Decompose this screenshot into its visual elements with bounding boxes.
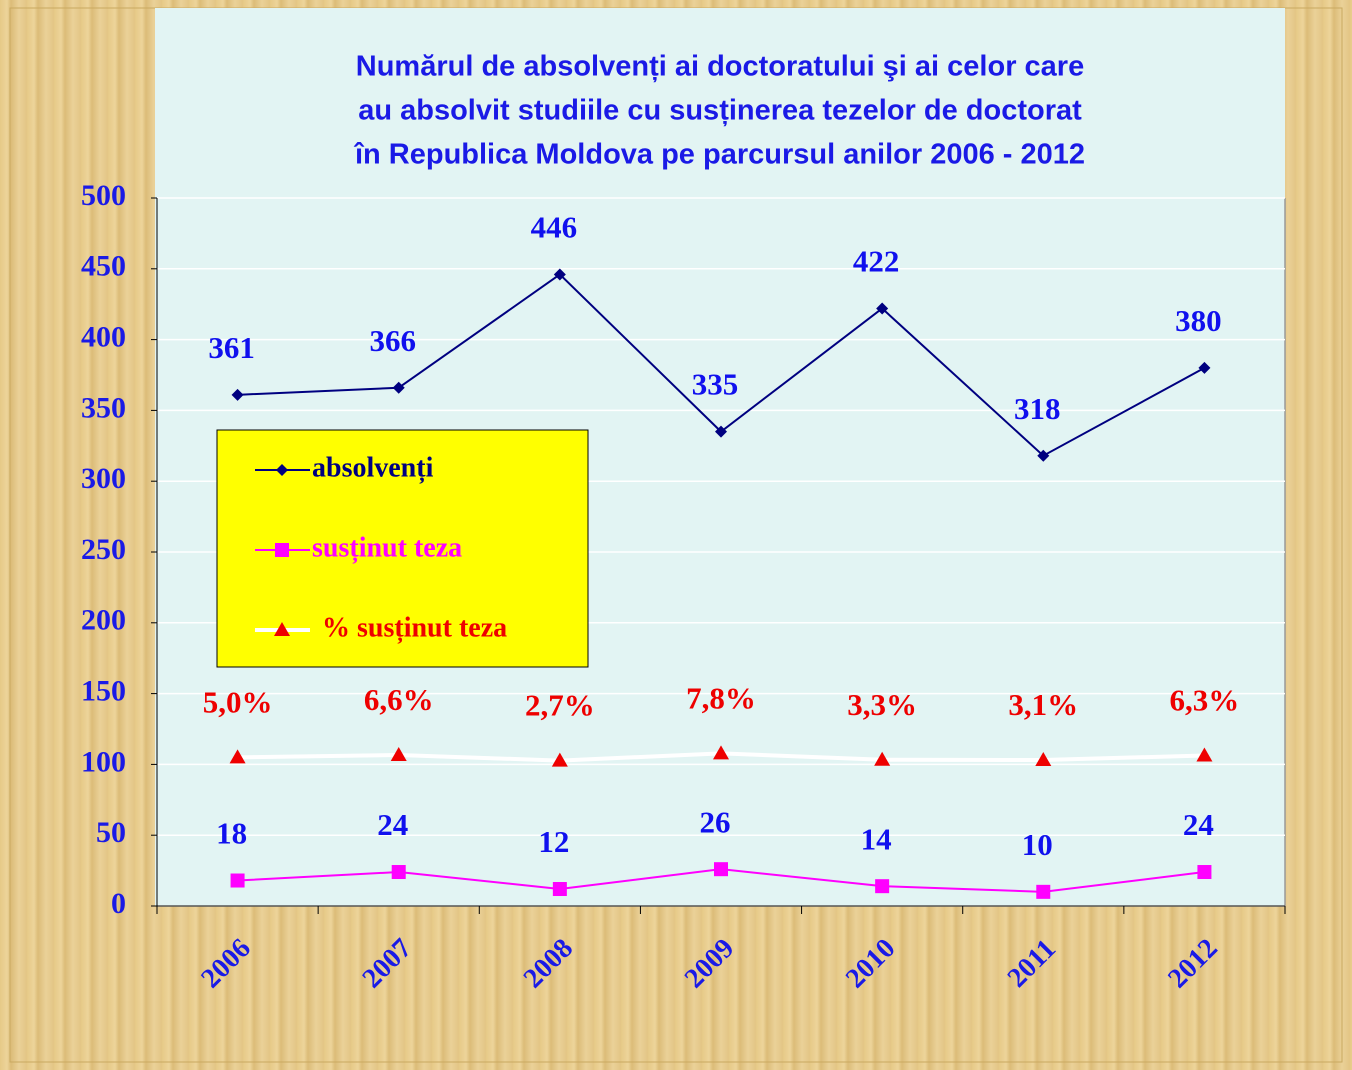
data-label: 24 xyxy=(1183,807,1214,842)
chart-title: Numărul de absolvenți ai doctoratului şi… xyxy=(356,51,1084,83)
legend-label: susținut teza xyxy=(312,532,462,563)
chart-title: au absolvit studiile cu susținerea tezel… xyxy=(358,95,1082,127)
marker xyxy=(391,865,406,880)
legend-label: absolvenți xyxy=(312,452,434,483)
marker xyxy=(553,268,566,281)
x-tick-label: 2012 xyxy=(1162,933,1224,995)
y-tick-label: 100 xyxy=(81,745,126,778)
data-label: 318 xyxy=(1014,391,1061,426)
marker xyxy=(874,751,891,766)
data-label: 335 xyxy=(692,367,739,402)
marker xyxy=(230,873,245,888)
y-tick-label: 50 xyxy=(96,816,126,849)
y-tick-label: 0 xyxy=(111,887,126,920)
marker xyxy=(1036,884,1051,899)
marker xyxy=(1198,361,1211,374)
marker xyxy=(276,464,288,476)
data-label: 26 xyxy=(700,804,731,839)
marker xyxy=(876,302,889,315)
data-label: 422 xyxy=(853,244,900,279)
x-tick-label: 2006 xyxy=(195,933,257,995)
chart-title: în Republica Moldova pe parcursul anilor… xyxy=(353,139,1085,171)
data-label: 380 xyxy=(1175,303,1222,338)
data-label: 361 xyxy=(208,330,255,365)
y-tick-label: 400 xyxy=(81,320,126,353)
y-tick-label: 450 xyxy=(81,250,126,283)
data-label: 2,7% xyxy=(525,688,595,723)
marker xyxy=(552,882,567,897)
marker xyxy=(392,381,405,394)
marker xyxy=(875,879,890,894)
data-label: 18 xyxy=(216,816,247,851)
marker xyxy=(1197,865,1212,880)
data-label: 24 xyxy=(377,807,408,842)
marker xyxy=(229,749,246,764)
legend-label: % susținut teza xyxy=(322,612,507,643)
data-label: 3,1% xyxy=(1008,687,1078,722)
data-label: 6,6% xyxy=(364,682,434,717)
data-label: 6,3% xyxy=(1170,683,1240,718)
data-label: 5,0% xyxy=(203,684,273,719)
data-label: 7,8% xyxy=(686,680,756,715)
y-tick-label: 350 xyxy=(81,391,126,424)
marker xyxy=(551,752,568,767)
data-label: 10 xyxy=(1022,827,1053,862)
y-tick-label: 150 xyxy=(81,674,126,707)
marker xyxy=(1035,752,1052,767)
y-tick-label: 300 xyxy=(81,462,126,495)
x-tick-label: 2007 xyxy=(356,933,418,995)
marker xyxy=(275,543,289,557)
marker xyxy=(715,425,727,438)
data-label: 446 xyxy=(531,210,578,245)
x-tick-label: 2009 xyxy=(679,933,741,995)
marker xyxy=(713,745,729,760)
marker xyxy=(714,862,728,877)
marker xyxy=(231,388,244,401)
x-tick-label: 2008 xyxy=(518,933,580,995)
marker xyxy=(1037,449,1050,462)
data-label: 12 xyxy=(538,824,569,859)
x-tick-label: 2011 xyxy=(1002,933,1062,993)
data-label: 366 xyxy=(369,323,416,358)
data-label: 3,3% xyxy=(847,687,917,722)
legend: absolvenți susținut teza % susținut teza xyxy=(216,429,589,668)
marker xyxy=(1196,747,1213,762)
y-tick-label: 200 xyxy=(81,604,126,637)
data-label: 14 xyxy=(861,821,892,856)
y-tick-label: 250 xyxy=(81,533,126,566)
y-tick-label: 500 xyxy=(81,179,126,212)
marker xyxy=(390,747,407,762)
marker xyxy=(274,622,290,636)
x-tick-label: 2010 xyxy=(840,933,902,995)
